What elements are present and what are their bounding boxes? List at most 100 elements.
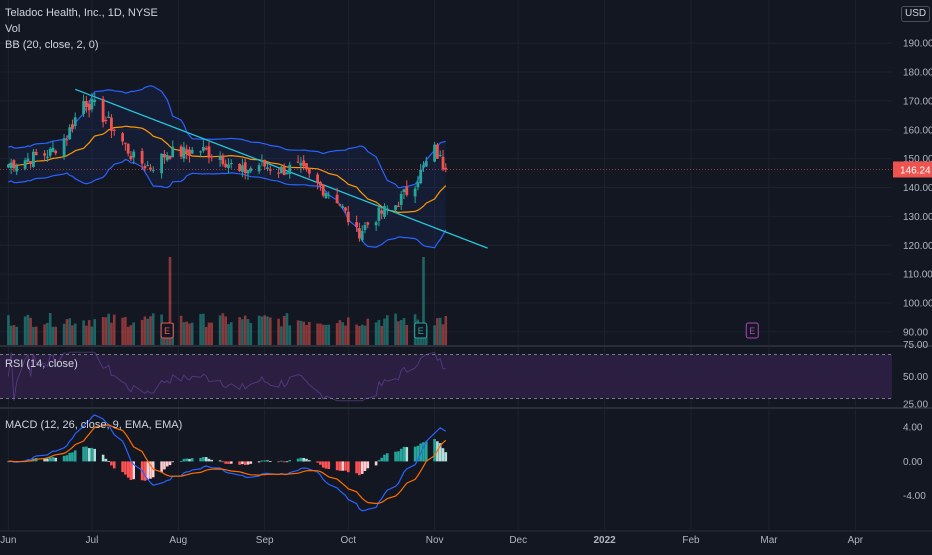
symbol-legend[interactable]: Teladoc Health, Inc., 1D, NYSE xyxy=(5,7,158,19)
volume-bar xyxy=(341,322,344,345)
volume-bar xyxy=(299,320,303,345)
macd-histogram-bar xyxy=(107,461,110,462)
volume-bar xyxy=(202,313,205,345)
volume-bar xyxy=(48,313,52,345)
volume-bar xyxy=(93,319,96,345)
candle-body xyxy=(358,228,361,239)
time-axis-tick: Jun xyxy=(0,535,16,546)
candle-body xyxy=(238,163,241,171)
volume-legend[interactable]: Vol xyxy=(5,23,21,35)
macd-histogram-bar xyxy=(146,461,149,480)
macd-histogram-bar xyxy=(433,439,436,462)
volume-bar xyxy=(26,314,30,345)
macd-histogram-bar xyxy=(185,458,188,462)
price-axis-tick: 190.00 xyxy=(903,39,932,50)
macd-legend[interactable]: MACD (12, 26, close, 9, EMA, EMA) xyxy=(5,419,183,431)
volume-bar xyxy=(149,316,152,345)
candle-body xyxy=(360,230,364,241)
earnings-marker-up[interactable]: E xyxy=(414,322,428,339)
rsi-legend[interactable]: RSI (14, close) xyxy=(5,358,78,370)
macd-histogram-bar xyxy=(299,457,303,462)
volume-bar xyxy=(151,313,155,345)
macd-histogram-bar xyxy=(43,458,46,462)
macd-histogram-bar xyxy=(341,461,344,471)
candle-body xyxy=(73,117,77,126)
volume-bar xyxy=(302,321,305,345)
volume-bar xyxy=(260,316,264,345)
candle-body xyxy=(444,167,448,170)
earnings-marker-future[interactable]: E xyxy=(745,322,759,339)
rsi-band-fill xyxy=(0,354,892,399)
candle-body xyxy=(441,156,445,170)
time-axis-tick: Oct xyxy=(340,535,356,546)
macd-histogram-bar xyxy=(101,454,105,462)
volume-bar xyxy=(90,326,94,345)
candle-body xyxy=(296,161,300,163)
volume-bar xyxy=(101,317,105,345)
candle-body xyxy=(210,156,214,158)
price-axis-tick: 170.00 xyxy=(903,96,932,107)
volume-bar xyxy=(29,317,32,345)
macd-histogram-bar xyxy=(62,455,66,462)
volume-bar xyxy=(179,315,183,345)
volume-bar xyxy=(397,321,400,345)
macd-axis-tick: -4.00 xyxy=(903,491,926,502)
currency-selector[interactable]: USD xyxy=(901,6,931,22)
macd-histogram-bar xyxy=(188,458,191,462)
candle-body xyxy=(394,205,397,210)
volume-bar xyxy=(51,326,55,345)
macd-histogram-bar xyxy=(305,458,308,462)
macd-histogram-bar xyxy=(126,461,130,478)
macd-signal-line xyxy=(8,424,447,505)
time-axis-tick: 2022 xyxy=(593,535,616,546)
candle-body xyxy=(397,205,400,207)
macd-axis-tick: 0.00 xyxy=(903,457,923,468)
candle-body xyxy=(377,207,381,221)
volume-bar xyxy=(104,317,108,345)
candle-body xyxy=(335,194,339,204)
macd-histogram-bar xyxy=(48,457,52,462)
candle-body xyxy=(140,150,144,164)
volume-bar xyxy=(355,324,358,345)
candle-body xyxy=(436,144,439,159)
macd-histogram-bar xyxy=(416,445,420,462)
volume-bar xyxy=(126,326,130,345)
candle-body xyxy=(190,149,194,154)
candle-body xyxy=(341,206,345,209)
macd-histogram-bar xyxy=(163,461,166,470)
macd-histogram-bar xyxy=(319,461,322,465)
price-axis-tick: 100.00 xyxy=(903,299,932,310)
candle-body xyxy=(302,160,306,167)
macd-histogram-bar xyxy=(230,461,233,464)
macd-histogram-bar xyxy=(316,461,319,463)
candle-body xyxy=(104,120,108,121)
last-price-label: 146.24 xyxy=(893,161,932,178)
volume-bar xyxy=(377,319,381,345)
macd-histogram-bar xyxy=(327,461,331,469)
macd-histogram-bar xyxy=(277,461,280,463)
candle-body xyxy=(402,189,406,193)
macd-histogram-bar xyxy=(104,458,108,462)
earnings-marker-down[interactable]: E xyxy=(160,322,174,339)
candle-body xyxy=(268,169,272,171)
price-axis-tick: 140.00 xyxy=(903,183,932,194)
volume-bar xyxy=(347,317,350,345)
volume-bar xyxy=(335,323,339,345)
macd-histogram-bar xyxy=(121,461,124,473)
macd-histogram-bar xyxy=(218,460,222,462)
volume-bar xyxy=(285,313,289,345)
macd-axis-tick: 4.00 xyxy=(903,423,923,434)
bollinger-legend[interactable]: BB (20, close, 2, 0) xyxy=(5,39,99,51)
macd-histogram-bar xyxy=(85,446,88,462)
candle-body xyxy=(160,153,163,174)
macd-histogram-bar xyxy=(386,453,389,462)
candle-body xyxy=(288,164,292,174)
macd-histogram-bar xyxy=(269,461,272,462)
candle-body xyxy=(185,149,189,153)
candle-body xyxy=(15,165,19,172)
volume-bar xyxy=(124,317,127,345)
macd-histogram-bar xyxy=(288,460,292,462)
volume-bar xyxy=(132,322,135,345)
